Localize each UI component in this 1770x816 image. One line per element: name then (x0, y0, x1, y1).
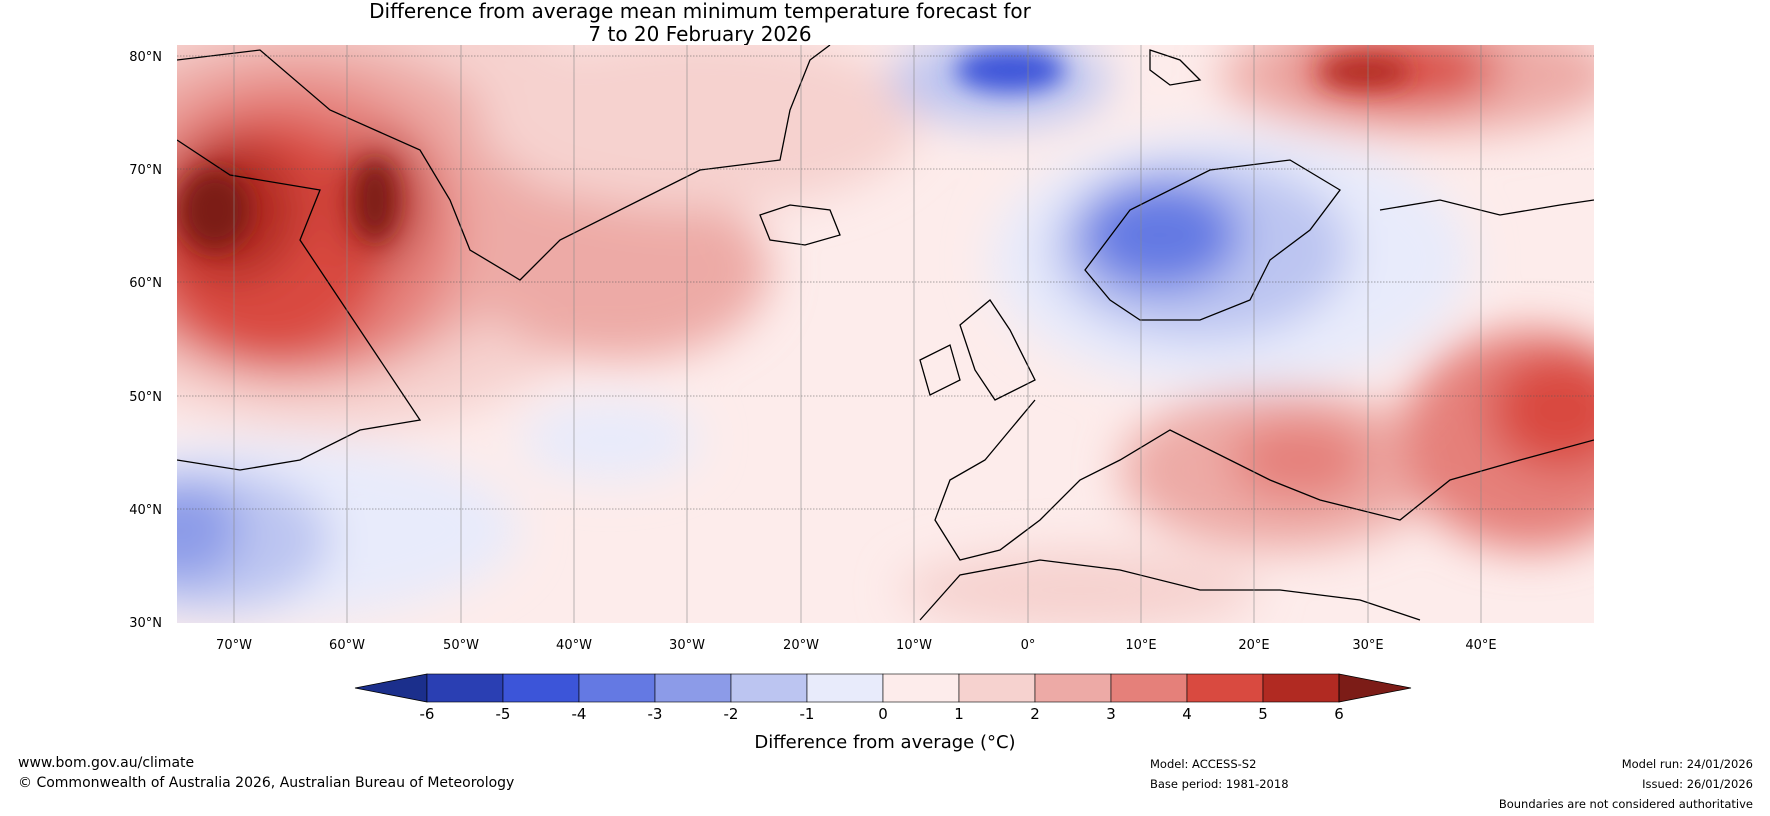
coastline-svalbard (1149, 49, 1202, 86)
lon-label: 40°E (1465, 638, 1496, 653)
coastline-scandinavia (1084, 159, 1341, 321)
lon-label: 20°W (783, 638, 819, 653)
footer-disclaimer: Boundaries are not considered authoritat… (1498, 797, 1753, 811)
footer-base-period: Base period: 1981-2018 (1150, 777, 1289, 791)
warm-region-russia-core (1490, 350, 1594, 470)
colorbar-segment (502, 673, 580, 703)
cold-region-svalbard-core (955, 48, 1065, 92)
colorbar-segment (654, 673, 732, 703)
warm-region-atlantic-outer (480, 45, 920, 210)
footer-issued: Issued: 26/01/2026 (1642, 777, 1753, 791)
coastline-canada (177, 139, 422, 471)
latitude-labels: 80°N 70°N 60°N 50°N 40°N 30°N (129, 50, 162, 631)
lat-label: 80°N (129, 50, 162, 65)
colorbar-tick-label: 0 (878, 705, 888, 723)
lat-label: 50°N (129, 390, 162, 405)
colorbar-segment (882, 673, 960, 703)
graticule-meridians (233, 45, 1482, 623)
coastline-ireland (919, 344, 961, 396)
colorbar-tick-label: 3 (1106, 705, 1116, 723)
warm-region-north-africa (900, 550, 1260, 623)
graticule (177, 55, 1594, 510)
colorbar-title: Difference from average (°C) (754, 732, 1015, 753)
lat-label: 30°N (129, 616, 162, 631)
colorbar-tick-label: -5 (496, 705, 511, 723)
colorbar-segment (730, 673, 808, 703)
colorbar-tick-label: 4 (1182, 705, 1192, 723)
coastline-europe (934, 399, 1594, 561)
colorbar-segment (1186, 673, 1264, 703)
lon-label: 10°W (896, 638, 932, 653)
footer-model: Model: ACCESS-S2 (1150, 757, 1257, 771)
coastline-greenland (177, 45, 831, 281)
colorbar-segment (1110, 673, 1188, 703)
lon-label: 60°W (329, 638, 365, 653)
colorbar-tick-label: -1 (800, 705, 815, 723)
anomaly-map (177, 45, 1594, 623)
warm-region-barents-max (1320, 57, 1410, 87)
warm-region-atlantic (470, 180, 770, 360)
lon-label: 10°E (1125, 638, 1156, 653)
lon-label: 30°W (669, 638, 705, 653)
colorbar-tick-label: 5 (1258, 705, 1268, 723)
footer-model-run: Model run: 24/01/2026 (1621, 757, 1753, 771)
colorbar-extend-high (1338, 673, 1412, 703)
colorbar-segment (1262, 673, 1340, 703)
lon-label: 0° (1021, 638, 1036, 653)
lat-label: 60°N (129, 276, 162, 291)
colorbar (354, 673, 1412, 703)
lon-label: 20°E (1238, 638, 1269, 653)
colorbar-extend-low (354, 673, 428, 703)
longitude-labels: 70°W 60°W 50°W 40°W 30°W 20°W 10°W 0° 10… (216, 638, 1497, 653)
footer-copyright: © Commonwealth of Australia 2026, Austra… (18, 775, 515, 791)
coastline-british-isles (959, 299, 1036, 401)
chart-title-line2: 7 to 20 February 2026 (588, 22, 812, 46)
colorbar-tick-label: 6 (1334, 705, 1344, 723)
colorbar-tick-label: -6 (420, 705, 435, 723)
lon-label: 30°E (1352, 638, 1383, 653)
colorbar-tick-label: -4 (572, 705, 587, 723)
warm-region-labrador-max (180, 170, 250, 250)
colorbar-segment (578, 673, 656, 703)
lat-label: 40°N (129, 503, 162, 518)
lon-label: 70°W (216, 638, 252, 653)
colorbar-tick-label: -2 (724, 705, 739, 723)
warm-region-baffin-max (355, 160, 395, 240)
colorbar-tick-labels: -6 -5 -4 -3 -2 -1 0 1 2 3 4 5 6 (420, 705, 1344, 723)
coastline-russia-north (1379, 199, 1594, 216)
coastlines (177, 45, 1594, 621)
lon-label: 50°W (443, 638, 479, 653)
coastline-north-africa (919, 559, 1421, 621)
coastline-iceland (759, 204, 841, 246)
colorbar-segment (1034, 673, 1112, 703)
colorbar-tick-label: 2 (1030, 705, 1040, 723)
colorbar-segment (806, 673, 884, 703)
lat-label: 70°N (129, 163, 162, 178)
colorbar-tick-label: 1 (954, 705, 964, 723)
cold-region-western-atlantic-core (177, 480, 240, 580)
colorbar-segment (426, 673, 504, 703)
cold-region-central-atlantic (520, 400, 700, 480)
lon-label: 40°W (556, 638, 592, 653)
colorbar-segment (958, 673, 1036, 703)
colorbar-tick-label: -3 (648, 705, 663, 723)
cold-region-norway-core (1080, 180, 1240, 290)
warm-region-balkans-core (1230, 420, 1370, 500)
footer-website: www.bom.gov.au/climate (18, 755, 195, 771)
chart-title-line1: Difference from average mean minimum tem… (369, 0, 1031, 23)
